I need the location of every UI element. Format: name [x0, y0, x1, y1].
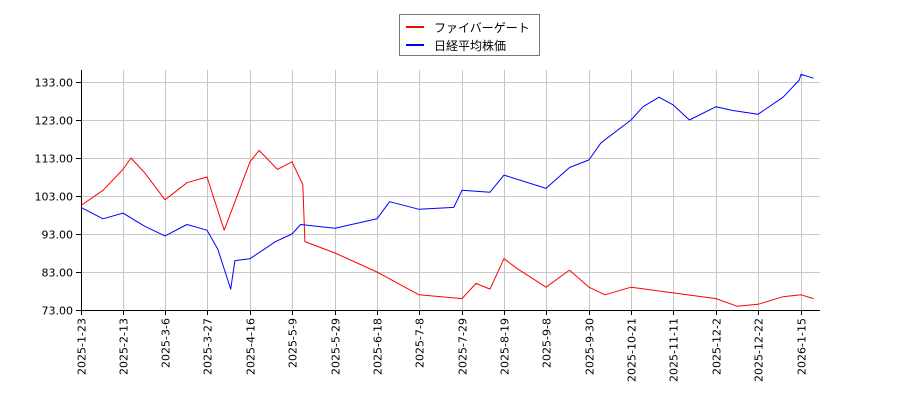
x-tick-label: 2025-5-29 — [330, 318, 343, 375]
y-tick-label: 123.00 — [35, 115, 74, 128]
y-tick-label: 133.00 — [35, 77, 74, 90]
x-tick-label: 2025-2-13 — [118, 318, 131, 375]
x-tick-label: 2025-7-8 — [414, 318, 427, 368]
x-tick-label: 2025-11-11 — [668, 318, 681, 382]
x-tick-label: 2025-12-2 — [711, 318, 724, 375]
x-tick-label: 2025-3-27 — [202, 318, 215, 375]
x-tick-label: 2025-1-23 — [76, 318, 89, 375]
grid-lines — [81, 70, 820, 311]
x-tick-label: 2025-9-8 — [541, 318, 554, 368]
legend-item-fibergate: ファイバーゲート — [406, 19, 530, 35]
x-tick-label: 2025-7-29 — [457, 318, 470, 375]
y-tick-label: 73.00 — [42, 305, 74, 318]
legend-label: 日経平均株価 — [434, 38, 507, 53]
x-tick-label: 2025-4-16 — [245, 318, 258, 375]
x-tick-label: 2025-10-21 — [626, 318, 639, 382]
x-tick-label: 2025-3-6 — [160, 318, 173, 368]
series-lines — [80, 73, 814, 307]
x-tick-label: 2025-6-18 — [372, 318, 385, 375]
y-tick-label: 113.00 — [35, 153, 74, 166]
legend-item-nikkei: 日経平均株価 — [406, 37, 506, 53]
legend-swatch-blue — [406, 44, 424, 46]
legend: ファイバーゲート 日経平均株価 — [399, 14, 540, 56]
y-tick-label: 93.00 — [42, 229, 74, 242]
y-tick-label: 103.00 — [35, 191, 74, 204]
x-tick-label: 2025-5-9 — [287, 318, 300, 368]
nikkei-line — [80, 73, 814, 290]
fibergate-line — [80, 149, 814, 307]
legend-label: ファイバーゲート — [434, 20, 530, 35]
x-tick-label: 2025-12-22 — [753, 318, 766, 382]
x-tick-label: 2026-1-15 — [796, 318, 809, 375]
x-tick-label: 2025-8-19 — [499, 318, 512, 375]
axes — [81, 70, 820, 311]
x-axis-ticks: 2025-1-23 2025-2-13 2025-3-6 2025-3-27 2025-… — [76, 310, 809, 382]
y-tick-label: 83.00 — [42, 267, 74, 280]
x-tick-label: 2025-9-30 — [584, 318, 597, 375]
y-axis-ticks: 73.00 83.00 93.00 103.00 113.00 123.00 133.00 — [35, 77, 81, 318]
legend-swatch-red — [406, 26, 424, 28]
